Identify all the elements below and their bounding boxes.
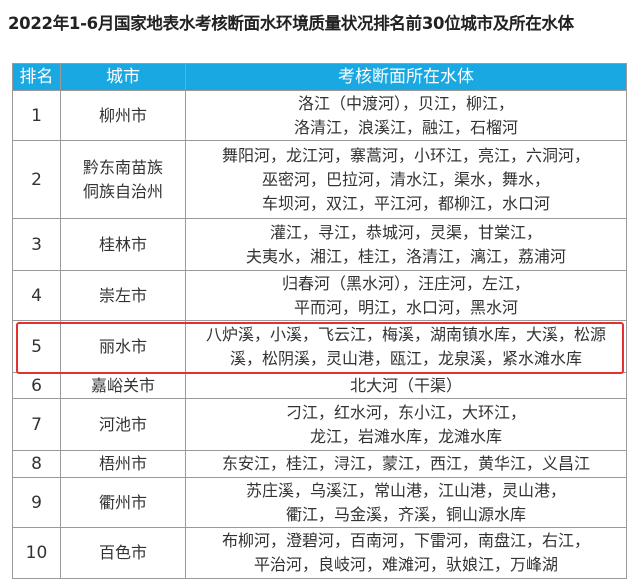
water-line: 巫密河，巴拉河，清水江，渠水，舞水，: [261, 169, 550, 189]
water-line: 布柳河，澄碧河，百南河，下雷河，南盘江，右江，: [221, 531, 590, 550]
ranking-table: 排名 城市 考核断面所在水体 1 柳州市 洛江（中渡河），贝江，柳江， 洛清江，浪溪江…: [12, 63, 627, 579]
water-cell: 舞阳河，龙江河，寨蒿河，小环江，亮江，六洞河， 巫密河，巴拉河，清水江，渠水，舞水…: [185, 140, 627, 219]
header-water: 考核断面所在水体: [185, 63, 627, 91]
table-row: 7 河池市 刁江，红水河，东小江，大环江， 龙江，岩滩水库，龙滩水库: [12, 398, 627, 451]
rank-cell: 9: [12, 477, 61, 528]
water-cell: 洛江（中渡河），贝江，柳江， 洛清江，浪溪江，融江，石榴河: [185, 90, 627, 141]
water-line: 苏庄溪，乌溪江，常山港，江山港，灵山港，: [245, 480, 566, 500]
city-line: 梧州市: [98, 454, 147, 473]
city-cell: 衢州市: [60, 477, 186, 528]
rank-cell: 8: [12, 450, 61, 478]
city-line: 侗族自治州: [82, 181, 163, 201]
water-line: 归春河（黑水河），汪庄河，左江，: [281, 273, 530, 293]
city-line: 嘉峪关市: [90, 375, 155, 395]
table-row: 6 嘉峪关市 北大河（干渠）: [12, 372, 627, 399]
water-cell: 刁江，红水河，东小江，大环江， 龙江，岩滩水库，龙滩水库: [185, 398, 627, 451]
city-cell: 嘉峪关市: [60, 372, 186, 399]
water-line: 舞阳河，龙江河，寨蒿河，小环江，亮江，六洞河，: [221, 145, 590, 165]
rank-cell: 5: [12, 320, 61, 373]
city-cell: 柳州市: [60, 90, 186, 141]
water-line: 龙江，岩滩水库，龙滩水库: [309, 426, 502, 446]
city-cell: 梧州市: [60, 450, 186, 478]
water-line: 灌江，寻江，恭城河，灵渠，甘棠江，: [269, 222, 542, 242]
table-row: 8 梧州市 东安江，桂江，浔江，蒙江，西江，黄华江，义昌江: [12, 450, 627, 478]
water-line: 平治河，良岐河，难滩河，驮娘江，万峰湖: [253, 555, 558, 574]
rank-cell: 1: [12, 90, 61, 141]
city-line: 柳州市: [98, 105, 147, 125]
water-line: 北大河（干渠）: [349, 375, 462, 395]
water-cell: 苏庄溪，乌溪江，常山港，江山港，灵山港， 衢江，马金溪，齐溪，铜山源水库: [185, 477, 627, 528]
city-line: 丽水市: [98, 336, 147, 356]
header-rank: 排名: [12, 63, 61, 91]
page-title: 2022年1-6月国家地表水考核断面水环境质量状况排名前30位城市及所在水体: [8, 14, 574, 33]
header-city: 城市: [60, 63, 186, 91]
table-row: 2 黔东南苗族 侗族自治州 舞阳河，龙江河，寨蒿河，小环江，亮江，六洞河， 巫密河，巴拉…: [12, 140, 627, 219]
city-cell: 百色市: [60, 527, 186, 579]
water-line: 车坝河，双江，平江河，都柳江，水口河: [261, 193, 550, 213]
water-cell: 布柳河，澄碧河，百南河，下雷河，南盘江，右江， 平治河，良岐河，难滩河，驮娘江，万…: [185, 527, 627, 579]
water-line: 夫夷水，湘江，桂江，洛清江，漓江，荔浦河: [245, 246, 566, 266]
rank-cell: 6: [12, 372, 61, 399]
table-row: 1 柳州市 洛江（中渡河），贝江，柳江， 洛清江，浪溪江，融江，石榴河: [12, 90, 627, 141]
city-line: 河池市: [98, 414, 147, 434]
water-line: 衢江，马金溪，齐溪，铜山源水库: [285, 504, 526, 524]
rank-cell: 4: [12, 270, 61, 321]
water-line: 刁江，红水河，东小江，大环江，: [285, 402, 526, 422]
rank-cell: 2: [12, 140, 61, 219]
water-cell: 灌江，寻江，恭城河，灵渠，甘棠江， 夫夷水，湘江，桂江，洛清江，漓江，荔浦河: [185, 218, 627, 271]
rank-cell: 3: [12, 218, 61, 271]
table-row: 5 丽水市 八炉溪，小溪，飞云江，梅溪，湖南镇水库，大溪，松源 溪，松阴溪，灵山港，瓯…: [12, 320, 627, 373]
city-line: 桂林市: [98, 234, 147, 254]
water-cell: 归春河（黑水河），汪庄河，左江， 平而河，明江，水口河，黑水河: [185, 270, 627, 321]
rank-cell: 7: [12, 398, 61, 451]
water-line: 洛清江，浪溪江，融江，石榴河: [293, 117, 518, 137]
city-cell: 桂林市: [60, 218, 186, 271]
water-line: 东安江，桂江，浔江，蒙江，西江，黄华江，义昌江: [221, 454, 590, 473]
water-cell: 东安江，桂江，浔江，蒙江，西江，黄华江，义昌江: [185, 450, 627, 478]
city-cell: 崇左市: [60, 270, 186, 321]
water-cell: 北大河（干渠）: [185, 372, 627, 399]
city-cell: 河池市: [60, 398, 186, 451]
city-line: 衢州市: [98, 492, 147, 512]
table-row: 9 衢州市 苏庄溪，乌溪江，常山港，江山港，灵山港， 衢江，马金溪，齐溪，铜山源水库: [12, 477, 627, 528]
table-row: 3 桂林市 灌江，寻江，恭城河，灵渠，甘棠江， 夫夷水，湘江，桂江，洛清江，漓江，荔浦…: [12, 218, 627, 271]
rank-cell: 10: [12, 527, 61, 579]
water-line: 洛江（中渡河），贝江，柳江，: [297, 93, 514, 113]
city-cell: 黔东南苗族侗族自治州: [60, 140, 186, 219]
water-line: 溪，松阴溪，灵山港，瓯江，龙泉溪，紧水滩水库: [229, 348, 582, 368]
water-line: 平而河，明江，水口河，黑水河: [293, 297, 518, 317]
water-cell: 八炉溪，小溪，飞云江，梅溪，湖南镇水库，大溪，松源 溪，松阴溪，灵山港，瓯江，龙泉…: [185, 320, 627, 373]
table-row: 4 崇左市 归春河（黑水河），汪庄河，左江， 平而河，明江，水口河，黑水河: [12, 270, 627, 321]
city-cell: 丽水市: [60, 320, 186, 373]
city-line: 黔东南苗族: [82, 157, 163, 177]
city-line: 百色市: [98, 543, 147, 562]
city-line: 崇左市: [98, 285, 147, 305]
table-header: 排名 城市 考核断面所在水体: [12, 63, 627, 91]
water-line: 八炉溪，小溪，飞云江，梅溪，湖南镇水库，大溪，松源: [205, 324, 606, 344]
table-row: 10 百色市 布柳河，澄碧河，百南河，下雷河，南盘江，右江， 平治河，良岐河，难滩河，…: [12, 527, 627, 579]
